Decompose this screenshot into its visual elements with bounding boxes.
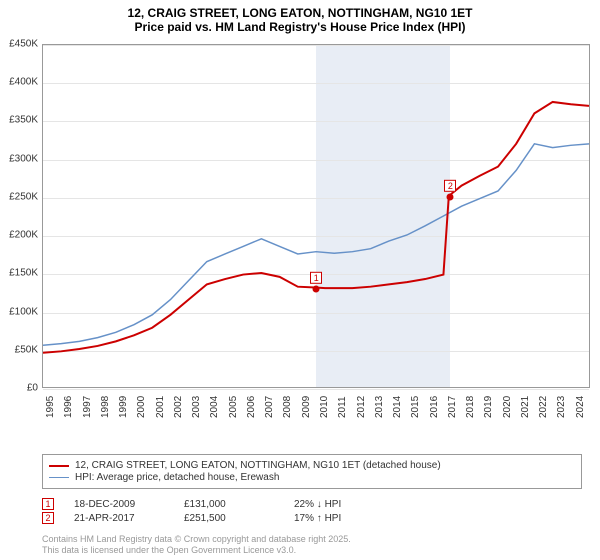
series-line-property	[43, 102, 589, 353]
x-tick-label: 2022	[538, 396, 549, 418]
x-tick-label: 2002	[173, 396, 184, 418]
chart-area: 12 £0£50K£100K£150K£200K£250K£300K£350K£…	[42, 44, 590, 416]
x-tick-label: 1998	[100, 396, 111, 418]
y-tick-label: £0	[27, 383, 38, 394]
event-badge: 1	[42, 498, 54, 510]
x-tick-label: 2011	[337, 396, 348, 418]
y-tick-label: £200K	[9, 230, 38, 241]
marker-badge: 2	[444, 180, 456, 192]
x-tick-label: 2019	[483, 396, 494, 418]
y-tick-label: £450K	[9, 39, 38, 50]
x-tick-label: 2016	[429, 396, 440, 418]
x-tick-label: 2020	[502, 396, 513, 418]
title-line1: 12, CRAIG STREET, LONG EATON, NOTTINGHAM…	[0, 6, 600, 20]
event-price: £251,500	[184, 513, 274, 524]
line-layer	[43, 45, 589, 387]
event-badge: 2	[42, 512, 54, 524]
y-tick-label: £250K	[9, 191, 38, 202]
title-line2: Price paid vs. HM Land Registry's House …	[0, 20, 600, 34]
plot-region: 12	[42, 44, 590, 388]
y-tick-label: £150K	[9, 268, 38, 279]
x-tick-label: 2021	[520, 396, 531, 418]
events-table: 1 18-DEC-2009 £131,000 22% ↓ HPI 2 21-AP…	[42, 496, 384, 526]
y-tick-label: £50K	[15, 344, 38, 355]
x-tick-label: 2014	[392, 396, 403, 418]
legend: 12, CRAIG STREET, LONG EATON, NOTTINGHAM…	[42, 454, 582, 489]
x-tick-label: 2013	[374, 396, 385, 418]
x-tick-label: 1996	[63, 396, 74, 418]
gridline	[43, 389, 589, 390]
marker-dot	[313, 285, 320, 292]
y-tick-label: £300K	[9, 153, 38, 164]
x-tick-label: 2015	[410, 396, 421, 418]
x-tick-label: 2000	[136, 396, 147, 418]
x-tick-label: 2018	[465, 396, 476, 418]
marker-badge: 1	[310, 272, 322, 284]
chart-title: 12, CRAIG STREET, LONG EATON, NOTTINGHAM…	[0, 0, 600, 38]
x-tick-label: 2010	[319, 396, 330, 418]
x-tick-label: 2017	[447, 396, 458, 418]
x-tick-label: 1997	[82, 396, 93, 418]
x-tick-label: 2005	[228, 396, 239, 418]
event-delta: 17% ↑ HPI	[294, 513, 384, 524]
event-row: 2 21-APR-2017 £251,500 17% ↑ HPI	[42, 512, 384, 524]
x-tick-label: 2001	[155, 396, 166, 418]
event-date: 18-DEC-2009	[74, 499, 164, 510]
legend-swatch-hpi	[49, 477, 69, 479]
marker-dot	[447, 193, 454, 200]
legend-swatch-property	[49, 465, 69, 467]
event-date: 21-APR-2017	[74, 513, 164, 524]
x-tick-label: 2003	[191, 396, 202, 418]
footnote: Contains HM Land Registry data © Crown c…	[42, 534, 351, 556]
event-price: £131,000	[184, 499, 274, 510]
x-tick-label: 2007	[264, 396, 275, 418]
x-tick-label: 2012	[356, 396, 367, 418]
legend-label-hpi: HPI: Average price, detached house, Erew…	[75, 472, 279, 483]
footnote-line1: Contains HM Land Registry data © Crown c…	[42, 534, 351, 545]
x-tick-label: 2008	[282, 396, 293, 418]
series-line-hpi	[43, 144, 589, 345]
x-tick-label: 2009	[301, 396, 312, 418]
y-tick-label: £100K	[9, 306, 38, 317]
legend-item-hpi: HPI: Average price, detached house, Erew…	[49, 472, 575, 483]
x-tick-label: 1995	[45, 396, 56, 418]
x-tick-label: 2006	[246, 396, 257, 418]
event-row: 1 18-DEC-2009 £131,000 22% ↓ HPI	[42, 498, 384, 510]
y-tick-label: £400K	[9, 77, 38, 88]
event-delta: 22% ↓ HPI	[294, 499, 384, 510]
x-tick-label: 2023	[556, 396, 567, 418]
x-tick-label: 1999	[118, 396, 129, 418]
legend-label-property: 12, CRAIG STREET, LONG EATON, NOTTINGHAM…	[75, 460, 441, 471]
y-tick-label: £350K	[9, 115, 38, 126]
footnote-line2: This data is licensed under the Open Gov…	[42, 545, 351, 556]
x-tick-label: 2004	[209, 396, 220, 418]
x-tick-label: 2024	[575, 396, 586, 418]
legend-item-property: 12, CRAIG STREET, LONG EATON, NOTTINGHAM…	[49, 460, 575, 471]
